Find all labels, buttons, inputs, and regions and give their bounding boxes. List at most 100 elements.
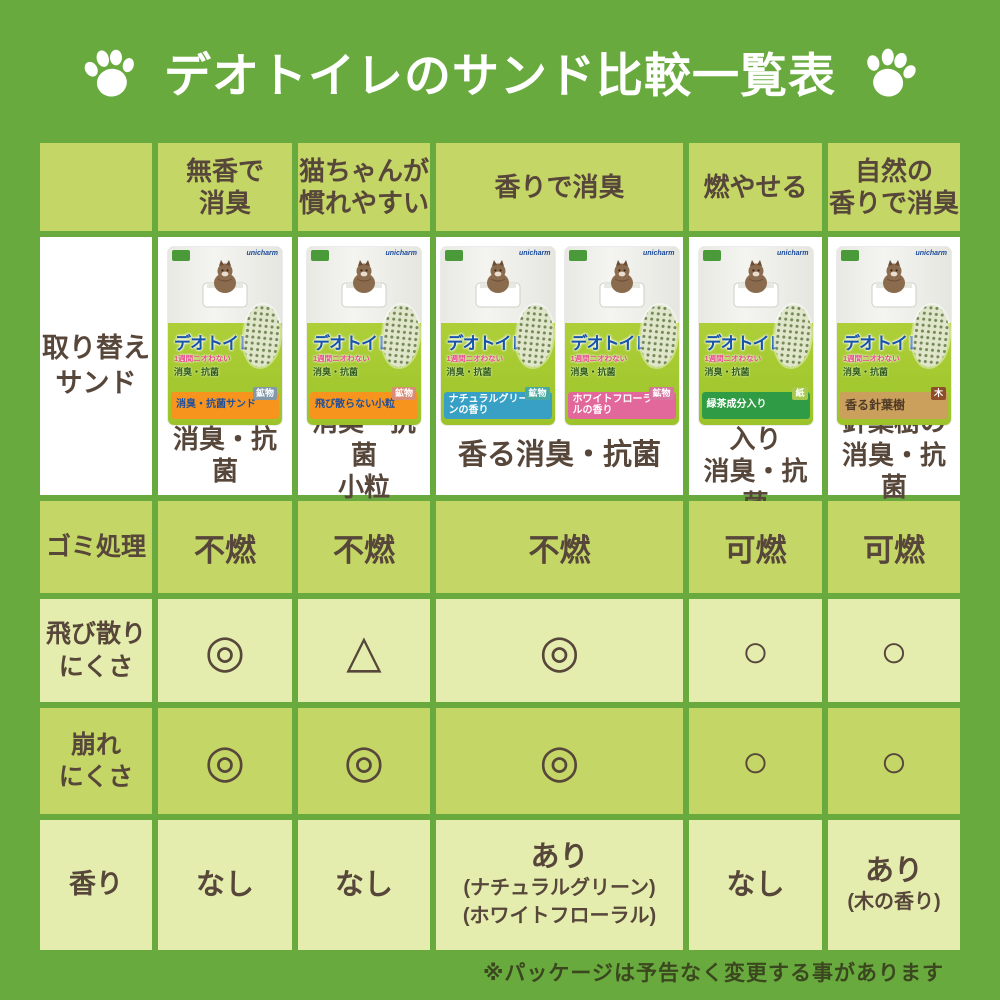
bag-band-text: 飛び散らない小粒 <box>315 399 395 411</box>
bag-label-area: デオトイレ 1週間ニオわない 消臭・抗菌 飛び散らない小粒 鉱物 <box>307 303 421 425</box>
bag-band-text: 香る針葉樹 <box>845 398 906 413</box>
bag-catchphrase: 1週間ニオわない <box>174 354 231 363</box>
product-cell-4: unicharm <box>689 237 822 519</box>
scent-value-5: あり (木の香り) <box>828 820 960 950</box>
bag-band: ナチュラルグリーンの香り 鉱物 <box>443 387 552 419</box>
cat-in-litterbox-illustration <box>871 260 917 308</box>
scent-sub: (ナチュラルグリーン) (ホワイトフローラル) <box>462 877 657 928</box>
garbage-value-4: 可燃 <box>689 501 822 593</box>
row-label-garbage-disposal: ゴミ処理 <box>40 501 152 593</box>
eco-badge <box>841 250 859 261</box>
bag-midline: 消臭・抗菌 <box>843 367 889 377</box>
unicharm-logo: unicharm <box>915 250 947 257</box>
unicharm-logo: unicharm <box>776 250 809 257</box>
cat-in-litterbox-illustration <box>599 260 644 308</box>
column-header-burnable: 燃やせる <box>689 143 822 231</box>
row-label-scent: 香り <box>40 820 152 950</box>
crumble-rating-1: ◎ <box>158 708 292 814</box>
cat-in-litterbox-illustration <box>202 260 248 308</box>
scent-main: なし <box>195 868 254 901</box>
product-bag: unicharm <box>837 247 951 425</box>
scatter-rating-3: ◎ <box>436 599 683 702</box>
product-cell-5: unicharm <box>828 237 960 502</box>
garbage-value-5: 可燃 <box>828 501 960 593</box>
bag-band: 消臭・抗菌サンド 鉱物 <box>171 387 279 419</box>
material-badge: 鉱物 <box>252 387 277 400</box>
unicharm-logo: unicharm <box>385 250 417 257</box>
deotoile-logo: デオトイレ <box>570 334 652 353</box>
scatter-rating-4: ○ <box>689 599 822 702</box>
column-header-unscented: 無香で 消臭 <box>158 143 292 231</box>
scatter-rating-1: ◎ <box>158 599 292 702</box>
bag-band-text: ナチュラルグリーンの香り <box>448 394 529 416</box>
eco-badge <box>702 250 721 261</box>
row-label-scatter-resistance: 飛び散り にくさ <box>40 599 152 702</box>
scatter-rating-5: ○ <box>828 599 960 702</box>
product-label: 緑茶成分入り 消臭・抗菌 <box>703 391 808 519</box>
product-cell-1: unicharm <box>158 237 292 495</box>
material-badge: 紙 <box>792 387 808 400</box>
material-badge: 木 <box>930 387 946 400</box>
eco-badge <box>444 250 463 261</box>
unicharm-logo: unicharm <box>518 250 551 257</box>
bag-midline: 消臭・抗菌 <box>704 367 750 377</box>
page-title: デオトイレのサンド比較一覧表 <box>164 49 836 102</box>
cat-in-litterbox-illustration <box>475 260 520 308</box>
material-badge: 鉱物 <box>525 387 550 400</box>
bag-catchphrase: 1週間ニオわない <box>704 354 762 363</box>
bag-catchphrase: 1週間ニオわない <box>446 354 504 363</box>
scent-value-3: あり (ナチュラルグリーン) (ホワイトフローラル) <box>436 820 683 950</box>
deotoile-logo: デオトイレ <box>313 334 394 353</box>
product-cell-2: unicharm <box>298 237 430 503</box>
product-bag: unicharm <box>168 247 282 425</box>
deotoile-logo: デオトイレ <box>174 334 255 353</box>
product-bag: unicharm <box>564 247 679 425</box>
crumble-rating-3: ◎ <box>436 708 683 814</box>
column-header-cat-friendly: 猫ちゃんが 慣れやすい <box>298 143 430 231</box>
comparison-table: 無香で 消臭 猫ちゃんが 慣れやすい 香りで消臭 燃やせる 自然の 香りで消臭 … <box>40 143 960 950</box>
crumble-rating-2: ◎ <box>298 708 430 814</box>
unicharm-logo: unicharm <box>246 250 278 257</box>
scent-value-1: なし <box>158 820 292 950</box>
material-badge: 鉱物 <box>649 387 674 400</box>
bag-band-text: 緑茶成分入り <box>706 399 767 411</box>
paw-icon-right <box>867 48 916 96</box>
product-label: 香る消臭・抗菌 <box>457 438 661 471</box>
bag-catchphrase: 1週間ニオわない <box>843 354 900 363</box>
scent-value-4: なし <box>689 820 822 950</box>
product-bag: unicharm <box>698 247 813 425</box>
scent-main: なし <box>726 868 785 901</box>
bag-band-text: ホワイトフローラルの香り <box>572 394 653 416</box>
product-label: 消臭・抗菌 <box>172 423 277 487</box>
bag-midline: 消臭・抗菌 <box>446 367 492 377</box>
column-header-natural-scent: 自然の 香りで消臭 <box>828 143 960 231</box>
crumble-rating-5: ○ <box>828 708 960 814</box>
deotoile-logo: デオトイレ <box>704 334 786 353</box>
package-note: ※パッケージは予告なく変更する事があります <box>483 962 944 985</box>
scent-sub: (木の香り) <box>847 891 941 914</box>
bag-catchphrase: 1週間ニオわない <box>570 354 628 363</box>
cat-in-litterbox-illustration <box>733 260 778 308</box>
bag-midline: 消臭・抗菌 <box>313 367 359 377</box>
eco-badge <box>172 250 190 261</box>
unicharm-logo: unicharm <box>642 250 675 257</box>
product-bag: unicharm <box>307 247 421 425</box>
bag-band: ホワイトフローラルの香り 鉱物 <box>567 387 676 419</box>
scent-main: あり <box>530 840 589 873</box>
eco-badge <box>311 250 329 261</box>
bag-midline: 消臭・抗菌 <box>174 367 220 377</box>
bag-label-area: デオトイレ 1週間ニオわない 消臭・抗菌 香る針葉樹 木 <box>837 303 951 425</box>
paw-icon-left <box>84 49 134 96</box>
bag-band: 緑茶成分入り 紙 <box>701 387 810 419</box>
product-label: 消臭・抗菌 小粒 <box>312 407 416 503</box>
bag-label-area: デオトイレ 1週間ニオわない 消臭・抗菌 ホワイトフローラルの香り 鉱物 <box>565 303 679 425</box>
bag-catchphrase: 1週間ニオわない <box>313 354 370 363</box>
product-bag: unicharm <box>440 247 555 425</box>
deotoile-logo: デオトイレ <box>843 334 924 353</box>
bag-midline: 消臭・抗菌 <box>570 367 616 377</box>
garbage-value-3: 不燃 <box>436 501 683 593</box>
bag-band: 香る針葉樹 木 <box>840 387 948 419</box>
bag-label-area: デオトイレ 1週間ニオわない 消臭・抗菌 消臭・抗菌サンド 鉱物 <box>168 303 282 425</box>
scent-value-2: なし <box>298 820 430 950</box>
